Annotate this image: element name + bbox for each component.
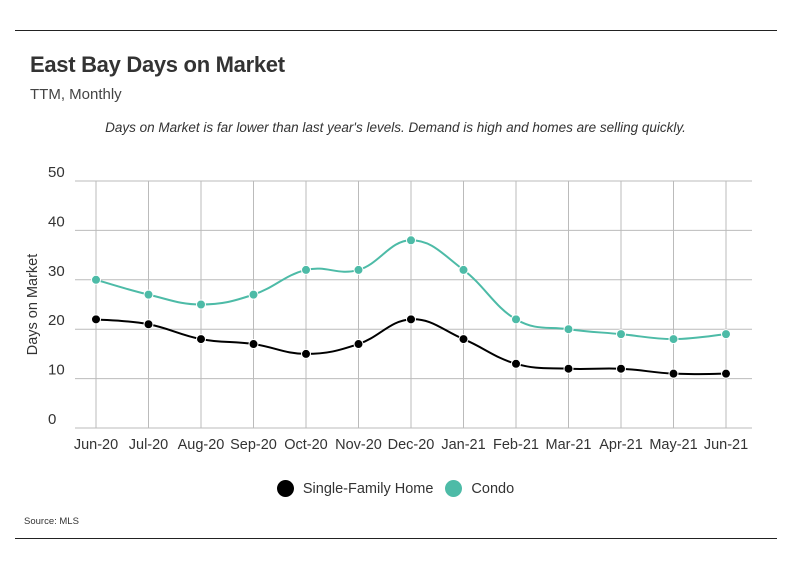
data-point-condo [511, 314, 521, 325]
data-point-single-family [353, 339, 364, 350]
chart-subtitle: TTM, Monthly [30, 86, 122, 103]
legend-label-condo: Condo [471, 480, 515, 497]
legend-item-single-family: Single-Family Home [276, 480, 434, 497]
x-tick-label: Feb-21 [493, 437, 539, 453]
x-tick-label: Jun-21 [704, 437, 748, 453]
x-tick-label: Jul-20 [129, 437, 169, 453]
y-tick-label: 50 [48, 164, 65, 181]
x-tick-label: May-21 [649, 437, 697, 453]
data-point-condo [301, 264, 311, 275]
data-point-single-family [511, 358, 521, 369]
y-tick-label: 10 [48, 362, 65, 379]
top-rule [15, 30, 777, 31]
chart-title: East Bay Days on Market [30, 52, 285, 77]
data-point-single-family [301, 348, 311, 359]
data-point-single-family [406, 314, 416, 325]
legend-item-condo: Condo [445, 480, 514, 497]
data-point-condo [406, 235, 416, 246]
chart-caption: Days on Market is far lower than last ye… [105, 120, 686, 135]
data-point-condo [563, 324, 574, 335]
data-point-condo [248, 289, 259, 300]
y-tick-label: 20 [48, 312, 65, 329]
y-tick-label: 0 [48, 411, 56, 428]
x-tick-label: Nov-20 [335, 437, 382, 453]
data-point-single-family [248, 339, 259, 350]
x-tick-label: Jun-20 [74, 437, 118, 453]
x-tick-label: Apr-21 [599, 437, 643, 453]
legend-swatch-condo [445, 480, 463, 497]
source-note: Source: MLS [24, 516, 79, 527]
y-axis-label: Days on Market [25, 254, 41, 356]
bottom-rule [15, 538, 777, 539]
data-point-condo [458, 264, 469, 275]
y-tick-label: 30 [48, 263, 65, 280]
legend-label-single-family: Single-Family Home [302, 480, 434, 497]
data-point-single-family [563, 363, 574, 374]
x-tick-label: Dec-20 [388, 437, 435, 453]
legend-swatch-single-family [276, 480, 294, 497]
x-tick-label: Aug-20 [178, 437, 225, 453]
data-point-single-family [91, 314, 101, 325]
data-point-condo [353, 264, 364, 275]
x-tick-label: Mar-21 [546, 437, 592, 453]
x-tick-label: Jan-21 [441, 437, 485, 453]
data-point-single-family [616, 363, 626, 374]
data-point-single-family [196, 334, 206, 345]
data-point-single-family [143, 319, 154, 330]
chart-legend: Single-Family Home Condo [0, 480, 791, 497]
data-point-condo [91, 274, 101, 285]
data-point-condo [616, 329, 626, 340]
data-point-single-family [458, 334, 469, 345]
x-tick-label: Oct-20 [284, 437, 328, 453]
data-point-single-family [668, 368, 679, 379]
data-point-condo [196, 299, 206, 310]
y-tick-label: 40 [48, 213, 65, 230]
data-point-condo [668, 334, 679, 345]
x-tick-label: Sep-20 [230, 437, 277, 453]
data-point-condo [721, 329, 731, 340]
data-point-single-family [721, 368, 731, 379]
data-point-condo [143, 289, 154, 300]
